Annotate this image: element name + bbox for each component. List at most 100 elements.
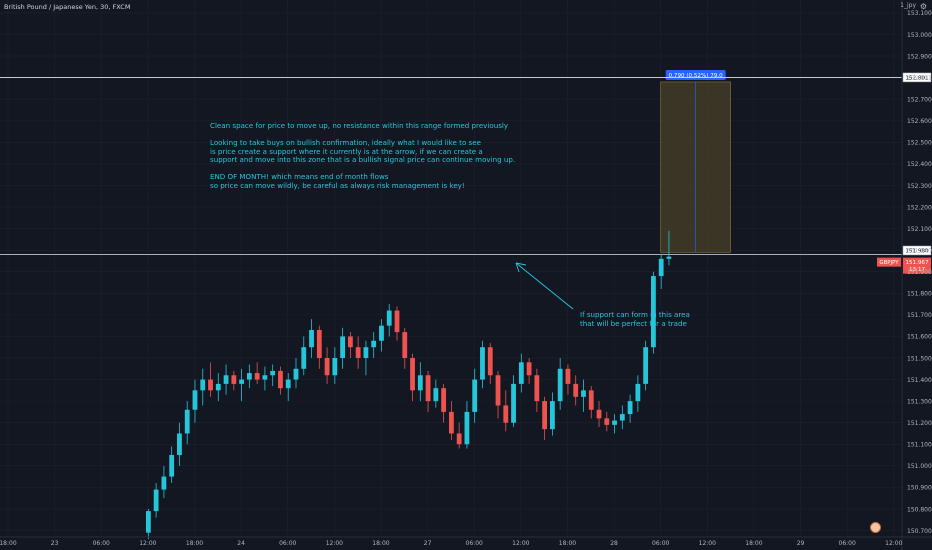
- candle-body: [231, 375, 237, 384]
- candle-body: [627, 401, 633, 415]
- price-tick-label: 152.400: [907, 161, 932, 168]
- candle-body: [604, 418, 610, 425]
- candle-body: [456, 433, 462, 445]
- price-tick-label: 151.900: [907, 269, 932, 276]
- candle-body: [192, 390, 198, 410]
- candle-body: [658, 258, 664, 277]
- time-tick-label: 12:00: [326, 540, 343, 547]
- candle-body: [495, 375, 501, 406]
- candle-body: [169, 455, 175, 477]
- time-tick-label: 12:00: [139, 540, 156, 547]
- price-tick-label: 153.100: [907, 10, 932, 17]
- candle-body: [394, 310, 400, 333]
- candle-body: [557, 368, 563, 402]
- candles: [145, 230, 672, 540]
- candle-body: [301, 347, 307, 369]
- price-tick-label: 151.600: [907, 334, 932, 341]
- candle-body: [309, 329, 314, 348]
- symbol-tag-box: [877, 257, 901, 267]
- candle-body: [588, 390, 594, 410]
- countdown-label: 13:17: [909, 267, 926, 273]
- time-tick-label: 18:00: [372, 540, 389, 547]
- candle-body: [410, 358, 415, 391]
- candle-body: [379, 325, 384, 341]
- candle-body: [386, 310, 392, 326]
- price-tick-label: 151.100: [907, 442, 932, 449]
- price-tick-label: 152.600: [907, 118, 932, 125]
- price-tick-label: 151.200: [907, 420, 932, 427]
- price-tick-label: 152.801: [907, 75, 932, 82]
- price-tick-label: 151.000: [907, 463, 932, 470]
- symbol-title: British Pound / Japanese Yen, 30, FXCM: [4, 3, 131, 11]
- candle-body: [433, 388, 439, 402]
- time-tick-label: 06:00: [652, 540, 669, 547]
- candle-body: [316, 329, 322, 358]
- candle-body: [573, 383, 579, 397]
- time-tick-label: 28: [610, 540, 618, 547]
- gear-icon[interactable]: ⚙: [919, 2, 927, 11]
- price-tick-label: 151.400: [907, 377, 932, 384]
- time-tick-label: 27: [424, 540, 432, 547]
- price-tick-label: 152.900: [907, 53, 932, 60]
- time-tick-label: 24: [237, 540, 245, 547]
- candle-body: [363, 347, 369, 358]
- price-tick-label: 152.100: [907, 226, 932, 233]
- candle-body: [153, 489, 159, 512]
- time-tick-label: 18:00: [186, 540, 203, 547]
- candle-body: [177, 433, 182, 456]
- candle-body: [239, 379, 244, 384]
- time-tick-label: 18:00: [0, 540, 17, 547]
- time-axis[interactable]: 18:00 23 06:00 12:00 18:00 24 06:00 12:00 18:00 2…: [0, 536, 932, 547]
- candle-body: [518, 362, 524, 384]
- candle-body: [262, 375, 268, 380]
- time-tick-label: 23: [51, 540, 59, 547]
- candle-body: [511, 383, 516, 423]
- candle-body: [223, 375, 229, 384]
- price-tick-label: 152.700: [907, 97, 932, 104]
- candle-body: [542, 401, 548, 430]
- price-tick-label: 151.500: [907, 355, 932, 362]
- target-zone[interactable]: 0.790 (0.52%) 79.0: [660, 69, 731, 253]
- time-tick-label: 06:00: [93, 540, 110, 547]
- candle-body: [417, 375, 423, 391]
- time-tick-label: 12:00: [512, 540, 529, 547]
- time-tick-label: 06:00: [279, 540, 296, 547]
- candle-body: [355, 347, 361, 358]
- time-tick-label: 18:00: [745, 540, 762, 547]
- candle-body: [215, 383, 221, 391]
- time-tick-label: 06:00: [466, 540, 483, 547]
- candle-body: [619, 414, 625, 421]
- main-note[interactable]: Clean space for price to move up, no res…: [210, 121, 516, 190]
- candle-body: [487, 347, 493, 376]
- time-tick-label: 29: [797, 540, 805, 547]
- candle-body: [293, 368, 299, 380]
- candle-body: [278, 370, 283, 389]
- logo-icon[interactable]: [870, 522, 881, 533]
- candle-body: [472, 379, 478, 412]
- candle-body: [550, 401, 555, 430]
- candle-body: [565, 368, 571, 384]
- price-axis[interactable]: 153.100 153.000 152.900 152.801 152.700 152.6…: [901, 0, 932, 550]
- candle-body: [534, 375, 540, 402]
- candle-body: [246, 373, 252, 380]
- level-price-box: [902, 245, 932, 256]
- candle-body: [208, 379, 213, 391]
- arrow-annotation[interactable]: [515, 262, 574, 310]
- last-price-box: [903, 257, 931, 274]
- level-price-label: 151.980: [905, 249, 929, 255]
- arrow-head: [515, 262, 527, 273]
- candle-body: [161, 476, 167, 490]
- candle-body: [596, 409, 602, 419]
- candle-body: [464, 411, 470, 445]
- arrow-line: [515, 262, 574, 310]
- candle-body: [441, 388, 447, 412]
- symbol-tag: GBPJPY: [879, 260, 899, 266]
- price-tick-label: 151.800: [907, 291, 932, 298]
- candle-body: [340, 336, 346, 358]
- arrow-note[interactable]: If support can form in this area that wi…: [580, 310, 690, 328]
- candle-body: [145, 511, 151, 533]
- candle-body: [526, 362, 532, 376]
- measure-label: 0.790 (0.52%) 79.0: [669, 73, 724, 79]
